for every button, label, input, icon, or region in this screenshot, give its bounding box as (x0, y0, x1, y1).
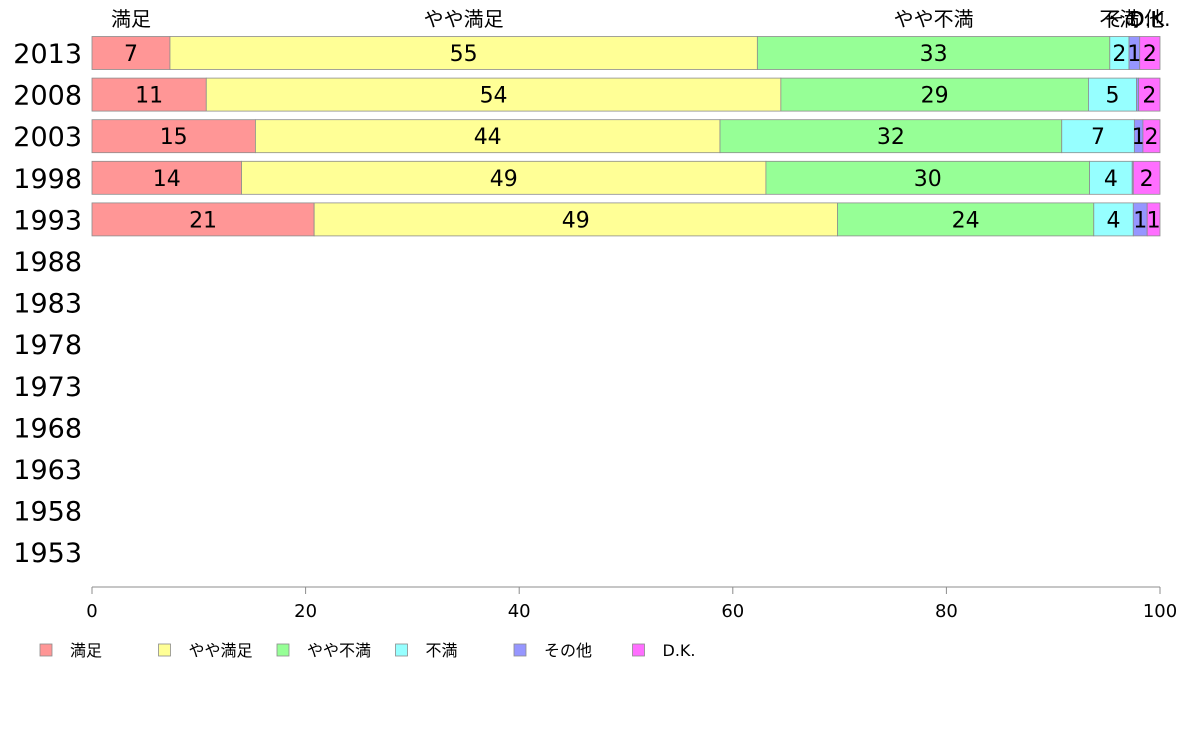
bar-1993-seg-3 (1093, 202, 1134, 237)
bar-label-2008-seg-0: 11 (135, 84, 163, 109)
legend-swatch-4 (513, 643, 527, 657)
bar-2008-seg-0 (91, 77, 207, 112)
bar-label-1993-seg-5: 1 (1147, 208, 1161, 233)
x-tick-label-0: 0 (86, 601, 97, 622)
bar-label-2013-seg-2: 33 (920, 42, 948, 67)
top-label-0: 満足 (111, 7, 151, 31)
bar-label-1993-seg-3: 4 (1107, 208, 1121, 233)
x-tick-label-80: 80 (935, 601, 958, 622)
bar-1993-seg-5 (1146, 202, 1161, 237)
bar-1993-seg-1 (313, 202, 838, 237)
bar-label-2003-seg-5: 2 (1144, 125, 1158, 150)
bar-label-2003-seg-0: 15 (160, 125, 188, 150)
bar-label-1993-seg-2: 24 (952, 208, 980, 233)
y-label-1973: 1973 (13, 372, 82, 403)
y-label-1983: 1983 (13, 289, 82, 320)
legend-label-2: やや不満 (307, 641, 371, 660)
bar-2003-seg-5 (1142, 119, 1161, 154)
legend-swatch-5 (632, 643, 645, 657)
bar-label-1993-seg-0: 21 (189, 208, 217, 233)
bar-label-2013-seg-0: 7 (124, 42, 138, 67)
y-label-1988: 1988 (13, 247, 82, 278)
bar-label-1993-seg-4: 1 (1133, 208, 1147, 233)
top-label-4: その他 (1104, 7, 1164, 31)
legend-label-4: その他 (544, 641, 592, 660)
bar-label-1998-seg-1: 49 (490, 167, 518, 192)
bar-2003-seg-0 (91, 119, 256, 154)
legend: 満足 やや満足 やや不満 不満 その他 D.K. (39, 641, 696, 660)
x-tick-label-100: 100 (1143, 601, 1177, 622)
bar-1993-seg-0 (91, 202, 315, 237)
bar-label-1998-seg-0: 14 (153, 167, 181, 192)
legend-swatch-2 (276, 643, 290, 657)
y-label-1993: 1993 (13, 205, 82, 236)
y-label-1998: 1998 (13, 164, 82, 195)
y-label-1953: 1953 (13, 538, 82, 569)
bar-2003-seg-2 (719, 119, 1063, 154)
bar-2008-seg-1 (205, 77, 782, 112)
legend-swatch-3 (395, 643, 408, 657)
bar-1993-seg-2 (837, 202, 1095, 237)
bar-label-2008-seg-5: 2 (1142, 84, 1156, 109)
x-axis: 0 20 40 60 80 100 (86, 586, 1177, 622)
y-axis-labels: 2013 2008 2003 1998 1993 1988 1983 1978 1973 1968… (13, 39, 82, 569)
top-label-3: 不満 (1099, 7, 1139, 31)
y-label-1968: 1968 (13, 413, 82, 444)
y-label-2008: 2008 (13, 81, 82, 112)
legend-swatch-0 (39, 643, 53, 657)
bar-label-2013-seg-5: 2 (1143, 42, 1157, 67)
x-tick-label-20: 20 (294, 601, 317, 622)
bar-label-2003-seg-2: 32 (877, 125, 905, 150)
legend-label-5: D.K. (663, 641, 696, 660)
y-label-1958: 1958 (13, 497, 82, 528)
x-tick-label-60: 60 (721, 601, 744, 622)
y-label-1963: 1963 (13, 455, 82, 486)
bar-1998-seg-5 (1132, 160, 1161, 195)
bar-label-2008-seg-2: 29 (921, 84, 949, 109)
bar-1998-seg-2 (765, 160, 1090, 195)
y-label-2003: 2003 (13, 122, 82, 153)
bar-label-1998-seg-5: 2 (1140, 167, 1154, 192)
bar-label-1998-seg-3: 4 (1104, 167, 1118, 192)
bar-label-2013-seg-3: 2 (1112, 42, 1126, 67)
legend-label-1: やや満足 (189, 641, 253, 660)
bar-1998-seg-1 (241, 160, 767, 195)
legend-swatch-1 (158, 643, 171, 657)
top-label-5: D.K. (1129, 7, 1170, 31)
bar-2013-seg-5 (1139, 36, 1161, 70)
bar-2008-seg-3 (1088, 77, 1137, 112)
bar-label-2003-seg-4: 1 (1132, 125, 1146, 150)
bar-label-2003-seg-1: 44 (474, 125, 502, 150)
bar-2008-seg-5 (1138, 77, 1161, 112)
x-tick-label-40: 40 (508, 601, 531, 622)
y-label-2013: 2013 (13, 39, 82, 70)
bar-label-1998-seg-2: 30 (914, 167, 942, 192)
legend-label-3: 不満 (426, 641, 458, 660)
bar-label-2013-seg-4: 1 (1127, 42, 1141, 67)
top-label-1: やや満足 (424, 7, 504, 31)
bar-label-2008-seg-1: 54 (480, 84, 508, 109)
bar-label-1993-seg-1: 49 (562, 208, 590, 233)
bar-1998-seg-0 (91, 160, 242, 195)
bar-label-2008-seg-3: 5 (1105, 84, 1119, 109)
bar-2003-seg-1 (255, 119, 721, 154)
bar-label-2013-seg-1: 55 (450, 42, 478, 67)
bar-label-2003-seg-3: 7 (1091, 125, 1105, 150)
legend-label-0: 満足 (70, 641, 102, 660)
bar-2013-seg-0 (91, 36, 171, 70)
bar-2003-seg-3 (1061, 119, 1135, 154)
top-label-2: やや不満 (894, 7, 974, 31)
y-label-1978: 1978 (13, 330, 82, 361)
